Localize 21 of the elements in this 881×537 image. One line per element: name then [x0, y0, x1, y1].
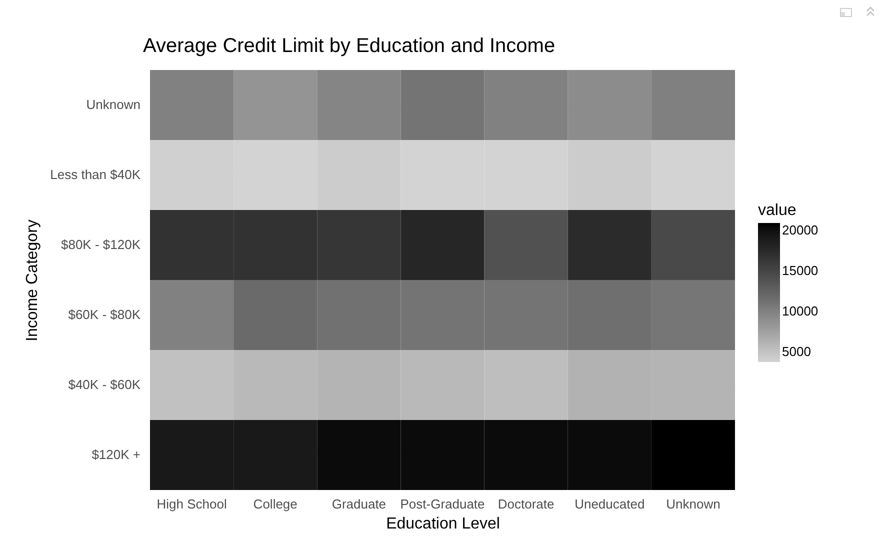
- y-tick-label: $80K - $120K: [60, 237, 141, 252]
- x-tick-label: Graduate: [332, 496, 386, 512]
- y-tick-label: $40K - $60K: [68, 377, 141, 392]
- y-tick-label: $120K +: [92, 447, 140, 462]
- x-axis-title: Education Level: [386, 516, 500, 532]
- chart-title: Average Credit Limit by Education and Income: [143, 35, 556, 57]
- x-tick-label: Uneducated: [574, 496, 645, 512]
- x-tick-label: Doctorate: [498, 496, 554, 512]
- color-bar-title: value: [758, 202, 796, 219]
- x-tick-label: Unknown: [666, 496, 720, 512]
- y-tick-label: $60K - $80K: [68, 307, 141, 322]
- y-tick-label: Unknown: [86, 97, 140, 112]
- x-tick-label: College: [253, 496, 298, 512]
- y-tick-label: Less than $40K: [50, 167, 141, 182]
- x-tick-label: Post-Graduate: [400, 496, 485, 512]
- color-bar-label: 10000: [782, 304, 818, 319]
- color-bar-label: 15000: [782, 262, 818, 278]
- y-axis-title: Income Category: [24, 220, 42, 342]
- color-bar-label: 5000: [782, 344, 811, 360]
- x-tick-label: High School: [156, 496, 227, 512]
- color-bar-label: 20000: [782, 222, 818, 238]
